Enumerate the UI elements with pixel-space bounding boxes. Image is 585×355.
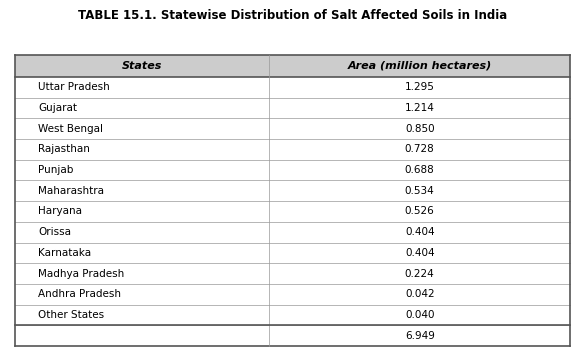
Text: 0.404: 0.404 [405,227,435,237]
Text: Orissa: Orissa [38,227,71,237]
Text: 1.214: 1.214 [405,103,435,113]
Bar [15,55,570,77]
Text: 0.224: 0.224 [405,269,435,279]
Text: 0.534: 0.534 [405,186,435,196]
Text: 1.295: 1.295 [405,82,435,92]
Text: Rajasthan: Rajasthan [38,144,90,154]
Text: States: States [122,61,162,71]
Text: 0.042: 0.042 [405,289,435,299]
Text: Haryana: Haryana [38,207,82,217]
Text: 0.404: 0.404 [405,248,435,258]
Text: Uttar Pradesh: Uttar Pradesh [38,82,110,92]
Text: Punjab: Punjab [38,165,73,175]
Text: West Bengal: West Bengal [38,124,103,133]
Text: Maharashtra: Maharashtra [38,186,104,196]
Text: 0.040: 0.040 [405,310,435,320]
Bar [15,326,570,346]
Text: TABLE 15.1. Statewise Distribution of Salt Affected Soils in India: TABLE 15.1. Statewise Distribution of Sa… [78,9,507,22]
Text: Area (million hectares): Area (million hectares) [347,61,492,71]
Text: Other States: Other States [38,310,104,320]
Text: 0.688: 0.688 [405,165,435,175]
Text: Gujarat: Gujarat [38,103,77,113]
Text: 0.850: 0.850 [405,124,435,133]
Text: 6.949: 6.949 [405,331,435,341]
Text: 0.728: 0.728 [405,144,435,154]
Text: Andhra Pradesh: Andhra Pradesh [38,289,121,299]
Text: Madhya Pradesh: Madhya Pradesh [38,269,124,279]
Text: Karnataka: Karnataka [38,248,91,258]
Text: 0.526: 0.526 [405,207,435,217]
